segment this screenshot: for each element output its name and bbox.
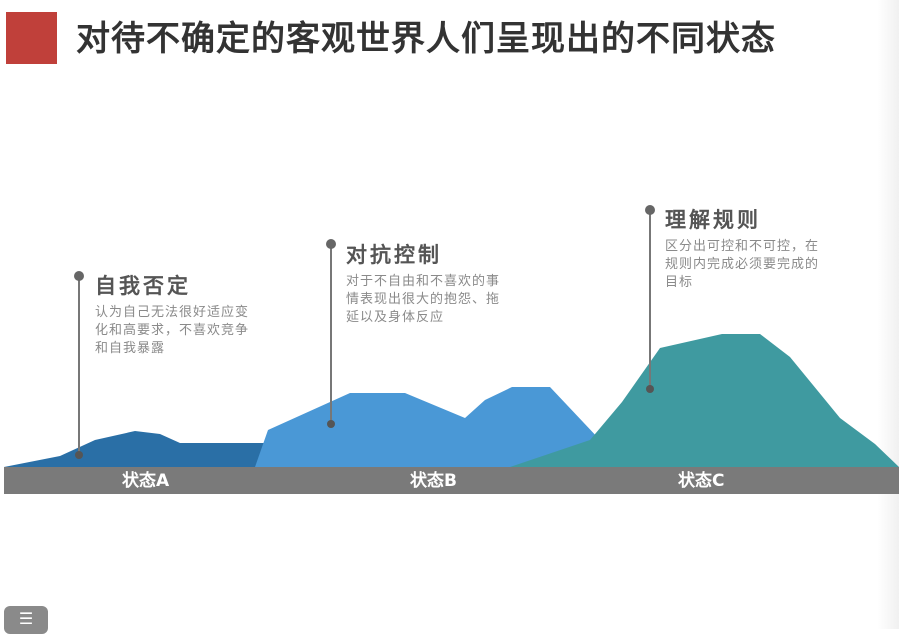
state-label-c: 状态C xyxy=(678,471,725,491)
pointer-top-dot-b xyxy=(326,239,336,249)
pointer-bottom-dot-c xyxy=(646,385,654,393)
title-accent-block xyxy=(6,12,57,64)
annotation-title-b: 对抗控制 xyxy=(346,243,442,267)
annotation-title-a: 自我否定 xyxy=(95,274,191,298)
pointer-bottom-dot-a xyxy=(75,451,83,459)
annotation-title-c: 理解规则 xyxy=(665,208,761,232)
state-label-b: 状态B xyxy=(410,471,457,491)
annotation-desc-b: 对于不自由和不喜欢的事情表现出很大的抱怨、拖延以及身体反应 xyxy=(346,274,501,325)
page-title: 对待不确定的客观世界人们呈现出的不同状态 xyxy=(76,19,776,59)
mountain-c xyxy=(510,334,899,467)
annotation-desc-a: 认为自己无法很好适应变化和高要求，不喜欢竞争和自我暴露 xyxy=(95,305,250,356)
mountain-b xyxy=(255,387,600,467)
list-icon: ☰ xyxy=(18,609,34,628)
annotation-desc-c: 区分出可控和不可控，在规则内完成必须要完成的目标 xyxy=(665,239,820,290)
menu-button[interactable]: ☰ xyxy=(4,606,48,634)
pointer-top-dot-a xyxy=(74,271,84,281)
state-band xyxy=(4,467,899,494)
pointer-top-dot-c xyxy=(645,205,655,215)
pointer-bottom-dot-b xyxy=(327,420,335,428)
state-label-a: 状态A xyxy=(122,471,170,491)
